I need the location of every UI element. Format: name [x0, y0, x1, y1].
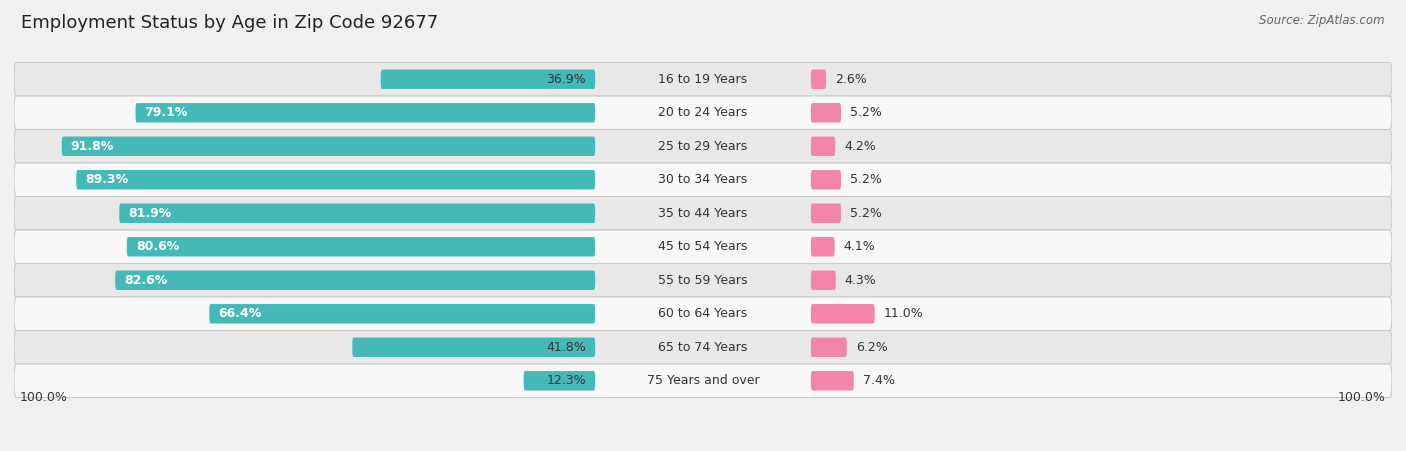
Text: 65 to 74 Years: 65 to 74 Years: [658, 341, 748, 354]
Text: 36.9%: 36.9%: [547, 73, 586, 86]
FancyBboxPatch shape: [811, 170, 841, 189]
FancyBboxPatch shape: [811, 337, 846, 357]
Text: 100.0%: 100.0%: [1339, 391, 1386, 404]
FancyBboxPatch shape: [14, 129, 1392, 163]
Text: Employment Status by Age in Zip Code 92677: Employment Status by Age in Zip Code 926…: [21, 14, 439, 32]
FancyBboxPatch shape: [523, 371, 595, 391]
FancyBboxPatch shape: [14, 163, 1392, 197]
FancyBboxPatch shape: [811, 103, 841, 123]
FancyBboxPatch shape: [120, 203, 595, 223]
Text: 4.1%: 4.1%: [844, 240, 876, 253]
Text: 5.2%: 5.2%: [851, 173, 882, 186]
FancyBboxPatch shape: [811, 237, 835, 257]
Text: 81.9%: 81.9%: [128, 207, 172, 220]
Text: 4.3%: 4.3%: [845, 274, 876, 287]
FancyBboxPatch shape: [14, 96, 1392, 129]
Text: 41.8%: 41.8%: [547, 341, 586, 354]
Text: 60 to 64 Years: 60 to 64 Years: [658, 307, 748, 320]
Text: 5.2%: 5.2%: [851, 106, 882, 119]
Text: 75 Years and over: 75 Years and over: [647, 374, 759, 387]
FancyBboxPatch shape: [209, 304, 595, 323]
FancyBboxPatch shape: [353, 337, 595, 357]
FancyBboxPatch shape: [811, 271, 835, 290]
Text: 91.8%: 91.8%: [70, 140, 114, 153]
FancyBboxPatch shape: [14, 364, 1392, 397]
Text: 25 to 29 Years: 25 to 29 Years: [658, 140, 748, 153]
Text: 82.6%: 82.6%: [124, 274, 167, 287]
FancyBboxPatch shape: [135, 103, 595, 123]
Text: 35 to 44 Years: 35 to 44 Years: [658, 207, 748, 220]
FancyBboxPatch shape: [811, 304, 875, 323]
FancyBboxPatch shape: [811, 203, 841, 223]
Text: 45 to 54 Years: 45 to 54 Years: [658, 240, 748, 253]
FancyBboxPatch shape: [14, 197, 1392, 230]
Text: 55 to 59 Years: 55 to 59 Years: [658, 274, 748, 287]
Text: 89.3%: 89.3%: [86, 173, 128, 186]
FancyBboxPatch shape: [76, 170, 595, 189]
FancyBboxPatch shape: [14, 263, 1392, 297]
Text: 4.2%: 4.2%: [844, 140, 876, 153]
FancyBboxPatch shape: [115, 271, 595, 290]
Text: 16 to 19 Years: 16 to 19 Years: [658, 73, 748, 86]
Text: 100.0%: 100.0%: [20, 391, 67, 404]
Text: 30 to 34 Years: 30 to 34 Years: [658, 173, 748, 186]
Text: 12.3%: 12.3%: [547, 374, 586, 387]
FancyBboxPatch shape: [811, 371, 853, 391]
Text: 80.6%: 80.6%: [136, 240, 179, 253]
Text: 7.4%: 7.4%: [863, 374, 894, 387]
FancyBboxPatch shape: [62, 137, 595, 156]
FancyBboxPatch shape: [127, 237, 595, 257]
FancyBboxPatch shape: [14, 331, 1392, 364]
Text: 11.0%: 11.0%: [884, 307, 924, 320]
Text: 2.6%: 2.6%: [835, 73, 866, 86]
FancyBboxPatch shape: [811, 69, 825, 89]
Text: 79.1%: 79.1%: [145, 106, 188, 119]
Text: 6.2%: 6.2%: [856, 341, 887, 354]
FancyBboxPatch shape: [14, 297, 1392, 331]
FancyBboxPatch shape: [811, 137, 835, 156]
Text: 20 to 24 Years: 20 to 24 Years: [658, 106, 748, 119]
FancyBboxPatch shape: [14, 230, 1392, 263]
Text: Source: ZipAtlas.com: Source: ZipAtlas.com: [1260, 14, 1385, 27]
Text: 5.2%: 5.2%: [851, 207, 882, 220]
FancyBboxPatch shape: [14, 63, 1392, 96]
Text: 66.4%: 66.4%: [218, 307, 262, 320]
FancyBboxPatch shape: [381, 69, 595, 89]
